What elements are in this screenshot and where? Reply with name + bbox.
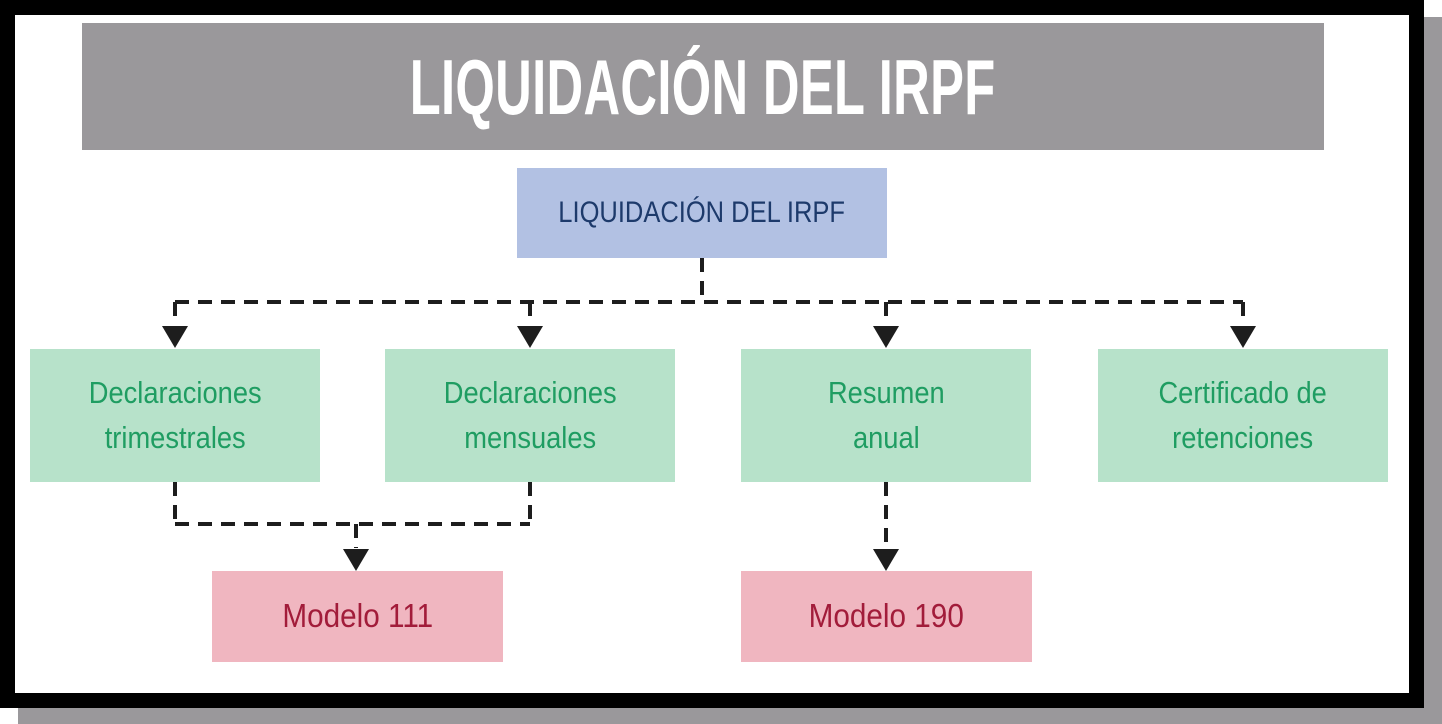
arrowhead-mensuales (517, 326, 543, 348)
node-certificado-retenciones: Certificado de retenciones (1098, 349, 1388, 482)
node-label: Modelo 111 (282, 597, 433, 635)
arrowhead-certificado (1230, 326, 1256, 348)
node-label: Declaraciones trimestrales (88, 375, 262, 455)
title-banner: LIQUIDACIÓN DEL IRPF (82, 23, 1324, 150)
node-modelo-111: Modelo 111 (212, 571, 503, 662)
node-label: Resumen anual (827, 375, 945, 455)
banner-title-text: LIQUIDACIÓN DEL IRPF (410, 42, 996, 131)
node-label: Modelo 190 (808, 597, 965, 635)
node-liquidacion-irpf: LIQUIDACIÓN DEL IRPF (517, 168, 887, 258)
arrowhead-resumen (873, 326, 899, 348)
node-label: Certificado de retenciones (1158, 375, 1328, 455)
arrowhead-modelo-190 (873, 549, 899, 571)
node-declaraciones-mensuales: Declaraciones mensuales (385, 349, 675, 482)
node-modelo-190: Modelo 190 (741, 571, 1032, 662)
arrowhead-trimestrales (162, 326, 188, 348)
node-declaraciones-trimestrales: Declaraciones trimestrales (30, 349, 320, 482)
node-label: Declaraciones mensuales (443, 375, 617, 455)
node-label: LIQUIDACIÓN DEL IRPF (558, 195, 846, 229)
arrowhead-modelo-111 (343, 549, 369, 571)
node-resumen-anual: Resumen anual (741, 349, 1031, 482)
diagram-panel: LIQUIDACIÓN DEL IRPF (0, 0, 1424, 708)
